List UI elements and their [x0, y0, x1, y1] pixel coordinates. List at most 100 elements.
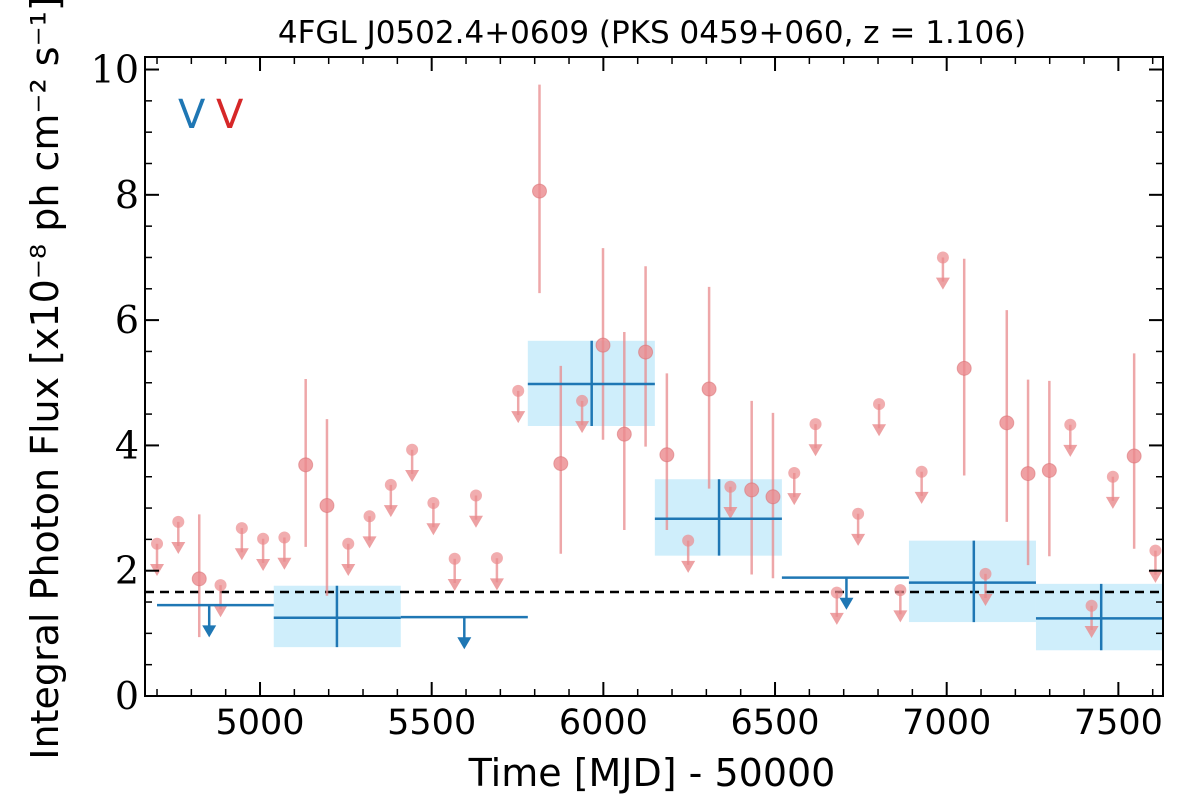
- x-axis-ticks: 5000 5500 6000 6500 7000 7500: [156, 57, 1163, 743]
- fine-ul-point-25: [682, 534, 695, 547]
- x-axis-label: Time [MJD] - 50000: [468, 751, 836, 795]
- fine-ul-point-33: [852, 507, 865, 520]
- fine-ul-arrow-17: [511, 411, 526, 424]
- fine-ul-arrow-5: [256, 558, 271, 571]
- fine-ul-point-1: [172, 515, 185, 528]
- fine-point-40: [999, 415, 1015, 431]
- chart-title: 4FGL J0502.4+0609 (PKS 0459+060, z = 1.1…: [278, 15, 1026, 51]
- fine-ul-arrow-34: [872, 424, 887, 437]
- plot-border: [144, 56, 1164, 697]
- fine-ul-point-12: [406, 443, 419, 456]
- fine-point-46: [1126, 448, 1142, 464]
- x-tick-label-2: 6000: [559, 703, 648, 743]
- fine-point-23: [638, 344, 654, 360]
- fine-ul-arrow-25: [681, 560, 696, 573]
- fine-point-18: [531, 183, 547, 199]
- fine-ul-point-9: [342, 537, 355, 550]
- fine-point-24: [659, 447, 675, 463]
- fine-ul-point-45: [1106, 470, 1119, 483]
- x-tick-label-5: 7500: [1074, 703, 1163, 743]
- fine-ul-arrow-10: [362, 536, 377, 549]
- fine-ul-arrow-16: [489, 578, 504, 591]
- fine-ul-point-27: [724, 480, 737, 493]
- fine-ul-point-17: [512, 384, 525, 397]
- fine-ul-point-36: [915, 465, 928, 478]
- fine-ul-arrow-32: [829, 612, 844, 625]
- legend-entry-1: V: [216, 92, 244, 138]
- fine-ul-arrow-4: [234, 548, 249, 561]
- fine-ul-arrow-37: [935, 277, 950, 290]
- fine-ul-arrow-14: [447, 578, 462, 591]
- y-axis-ticks: 0 2 4 6 8 10: [91, 48, 1163, 718]
- fine-ul-point-4: [235, 522, 248, 535]
- fine-point-41: [1020, 466, 1036, 482]
- fine-point-26: [701, 381, 717, 397]
- fine-ul-point-35: [894, 584, 907, 597]
- fine-point-7: [298, 457, 314, 473]
- y-tick-label-4: 8: [115, 173, 139, 217]
- x-tick-label-3: 6500: [730, 703, 819, 743]
- fine-ul-point-5: [257, 532, 270, 545]
- y-tick-label-0: 0: [115, 674, 139, 718]
- fine-point-8: [319, 498, 335, 514]
- fine-ul-point-31: [809, 418, 822, 431]
- fine-ul-arrow-27: [723, 506, 738, 519]
- y-tick-label-5: 10: [91, 48, 139, 92]
- fine-ul-point-43: [1064, 418, 1077, 431]
- fine-ul-point-20: [576, 394, 589, 407]
- fine-ul-arrow-36: [914, 491, 929, 504]
- fine-ul-point-13: [427, 497, 440, 510]
- fine-ul-point-32: [830, 586, 843, 599]
- plot-frame: [144, 56, 1164, 697]
- fine-point-29: [765, 489, 781, 505]
- fine-point-42: [1041, 462, 1057, 478]
- fine-ul-point-47: [1149, 544, 1162, 557]
- fine-ul-arrow-39: [978, 594, 993, 607]
- fine-ul-arrow-43: [1063, 444, 1078, 457]
- fine-ul-arrow-35: [893, 610, 908, 623]
- fine-ul-point-6: [278, 531, 291, 544]
- fine-ul-point-16: [490, 552, 503, 565]
- fine-ul-point-34: [873, 398, 886, 411]
- fine-ul-arrow-3: [213, 605, 228, 618]
- fine-ul-arrow-9: [341, 563, 356, 576]
- fine-ul-arrow-20: [575, 421, 590, 434]
- fine-bin-series: [150, 84, 1163, 638]
- fine-ul-arrow-11: [383, 505, 398, 518]
- fine-ul-arrow-47: [1148, 570, 1163, 583]
- y-tick-label-2: 4: [115, 423, 139, 467]
- fine-ul-arrow-15: [468, 515, 483, 528]
- x-tick-label-0: 5000: [215, 703, 304, 743]
- coarse-band-7: [1035, 583, 1163, 651]
- fine-point-22: [616, 426, 632, 442]
- coarse-ul-arrow-2: [457, 637, 472, 650]
- fine-ul-arrow-45: [1105, 496, 1120, 509]
- fine-ul-point-0: [151, 537, 164, 550]
- legend-entry-0: V: [178, 92, 206, 138]
- coarse-ul-arrow-0: [202, 625, 217, 638]
- coarse-band-6: [908, 540, 1036, 623]
- fine-ul-arrow-33: [851, 533, 866, 546]
- fine-ul-point-3: [214, 579, 227, 592]
- x-tick-label-1: 5500: [387, 703, 476, 743]
- fine-ul-arrow-13: [426, 523, 441, 536]
- fine-point-28: [744, 482, 760, 498]
- fine-ul-point-10: [363, 510, 376, 523]
- y-tick-label-1: 2: [115, 549, 139, 593]
- fine-point-19: [553, 456, 569, 472]
- fine-ul-arrow-1: [171, 542, 186, 555]
- coarse-bin-series: [157, 340, 1163, 651]
- fine-ul-arrow-12: [405, 469, 420, 482]
- fine-ul-arrow-31: [808, 444, 823, 457]
- fine-ul-point-14: [448, 552, 461, 565]
- fine-ul-arrow-6: [277, 557, 292, 570]
- fine-ul-arrow-44: [1084, 625, 1099, 638]
- fine-point-38: [956, 360, 972, 376]
- fine-ul-point-15: [469, 489, 482, 502]
- fine-ul-point-30: [788, 466, 801, 479]
- fine-point-21: [595, 337, 611, 353]
- fine-point-2: [191, 571, 207, 587]
- fine-ul-point-11: [384, 478, 397, 491]
